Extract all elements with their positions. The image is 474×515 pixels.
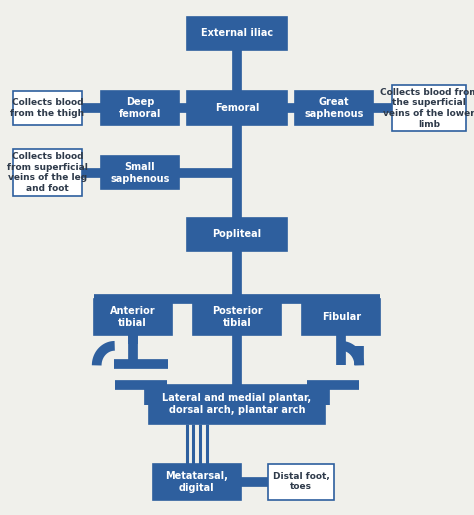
FancyBboxPatch shape	[187, 217, 287, 251]
FancyBboxPatch shape	[94, 299, 172, 335]
Text: Anterior
tibial: Anterior tibial	[110, 306, 155, 328]
FancyBboxPatch shape	[187, 17, 287, 50]
FancyBboxPatch shape	[100, 92, 179, 125]
Text: Posterior
tibial: Posterior tibial	[212, 306, 262, 328]
Text: External iliac: External iliac	[201, 28, 273, 39]
Text: Deep
femoral: Deep femoral	[118, 97, 161, 119]
FancyBboxPatch shape	[295, 92, 373, 125]
Text: Femoral: Femoral	[215, 103, 259, 113]
FancyBboxPatch shape	[13, 149, 82, 196]
Text: Great
saphenous: Great saphenous	[304, 97, 364, 119]
FancyBboxPatch shape	[268, 464, 334, 500]
Text: Small
saphenous: Small saphenous	[110, 162, 170, 183]
Text: Fibular: Fibular	[322, 312, 361, 322]
FancyBboxPatch shape	[392, 85, 465, 131]
FancyBboxPatch shape	[100, 156, 179, 190]
Text: Lateral and medial plantar,
dorsal arch, plantar arch: Lateral and medial plantar, dorsal arch,…	[163, 393, 311, 415]
Text: Popliteal: Popliteal	[212, 229, 262, 239]
FancyBboxPatch shape	[187, 92, 287, 125]
FancyBboxPatch shape	[13, 92, 82, 125]
Text: Distal foot,
toes: Distal foot, toes	[273, 472, 329, 491]
FancyBboxPatch shape	[153, 464, 241, 500]
FancyBboxPatch shape	[149, 385, 325, 423]
Text: Collects blood
from the thigh: Collects blood from the thigh	[10, 98, 84, 118]
Text: Collects blood
from superficial
veins of the leg
and foot: Collects blood from superficial veins of…	[7, 152, 88, 193]
Text: Collects blood from
the superficial
veins of the lower
limb: Collects blood from the superficial vein…	[380, 88, 474, 129]
FancyBboxPatch shape	[302, 299, 380, 335]
FancyBboxPatch shape	[193, 299, 281, 335]
Text: Metatarsal,
digital: Metatarsal, digital	[165, 471, 228, 492]
